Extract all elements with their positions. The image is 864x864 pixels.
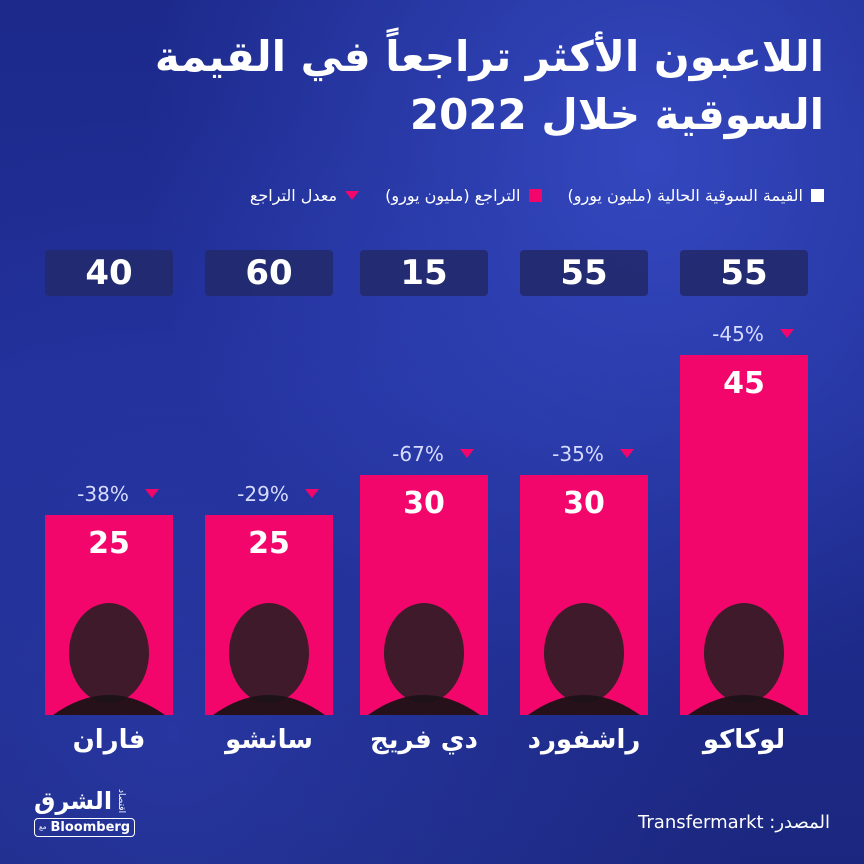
source-note: المصدر: Transfermarkt <box>638 812 830 833</box>
current-value-label: 55 <box>720 253 767 293</box>
player-name-label: دي فريج <box>370 725 478 755</box>
logo-bloomberg-box: مع Bloomberg <box>34 817 136 837</box>
down-triangle-icon <box>780 329 794 338</box>
legend: القيمة السوقية الحالية (مليون يورو) التر… <box>250 182 824 208</box>
logo-brand-text: Bloomberg <box>50 819 131 835</box>
legend-item-current: القيمة السوقية الحالية (مليون يورو) <box>567 185 824 205</box>
legend-item-decline: التراجع (مليون يورو) <box>385 185 542 205</box>
player-photo <box>544 603 624 703</box>
legend-swatch-white <box>811 188 824 202</box>
current-value-label: 60 <box>245 253 292 293</box>
player-shoulders <box>213 695 325 715</box>
player-name-label: راشفورد <box>528 725 641 755</box>
title-line-1: اللاعبون الأكثر تراجعاً في القيمة <box>154 32 824 81</box>
legend-label-decline: التراجع (مليون يورو) <box>385 185 521 205</box>
down-triangle-icon <box>620 449 634 458</box>
logo-main-text: الشرق <box>34 787 113 815</box>
decline-value-label: 30 <box>403 486 445 521</box>
decline-value-label: 25 <box>248 526 290 561</box>
player-photo <box>69 603 149 703</box>
current-value-box <box>520 250 648 296</box>
rate-label: -29% <box>237 482 289 506</box>
rate-label: -38% <box>77 482 129 506</box>
logo-with-text: مع <box>39 823 47 831</box>
down-triangle-icon <box>345 190 360 200</box>
player-photo <box>704 603 784 703</box>
current-value-box <box>680 250 808 296</box>
down-triangle-icon <box>305 489 319 498</box>
player-name-label: لوكاكو <box>701 725 785 755</box>
decline-value-label: 25 <box>88 526 130 561</box>
current-value-label: 55 <box>560 253 607 293</box>
current-value-box <box>360 250 488 296</box>
player-photo <box>384 603 464 703</box>
chart-title: اللاعبون الأكثر تراجعاً في القيمة السوقي… <box>44 28 824 144</box>
player-name-label: سانشو <box>223 725 313 755</box>
title-line-2: السوقية خلال 2022 <box>409 90 824 139</box>
rate-label: -45% <box>712 322 764 346</box>
legend-label-current: القيمة السوقية الحالية (مليون يورو) <box>567 185 804 205</box>
decline-value-label: 30 <box>563 486 605 521</box>
player-photo <box>229 603 309 703</box>
down-triangle-icon <box>460 449 474 458</box>
down-triangle-icon <box>145 489 159 498</box>
legend-label-rate: معدل التراجع <box>249 185 338 205</box>
brand-logo: الشرق اقتصاد مع Bloomberg <box>34 787 136 844</box>
current-value-label: 15 <box>400 253 447 293</box>
player-shoulders <box>53 695 165 715</box>
current-value-box <box>205 250 333 296</box>
decline-value-label: 45 <box>723 366 765 401</box>
legend-item-rate: معدل التراجع <box>249 185 360 205</box>
rate-label: -67% <box>392 442 444 466</box>
player-shoulders <box>528 695 640 715</box>
rate-label: -35% <box>552 442 604 466</box>
current-value-box <box>45 250 173 296</box>
current-value-label: 40 <box>85 253 132 293</box>
player-name-label: فاران <box>73 725 146 755</box>
player-shoulders <box>368 695 480 715</box>
legend-swatch-pink <box>528 188 542 202</box>
player-shoulders <box>688 695 800 715</box>
logo-sub-text: اقتصاد <box>116 788 127 814</box>
